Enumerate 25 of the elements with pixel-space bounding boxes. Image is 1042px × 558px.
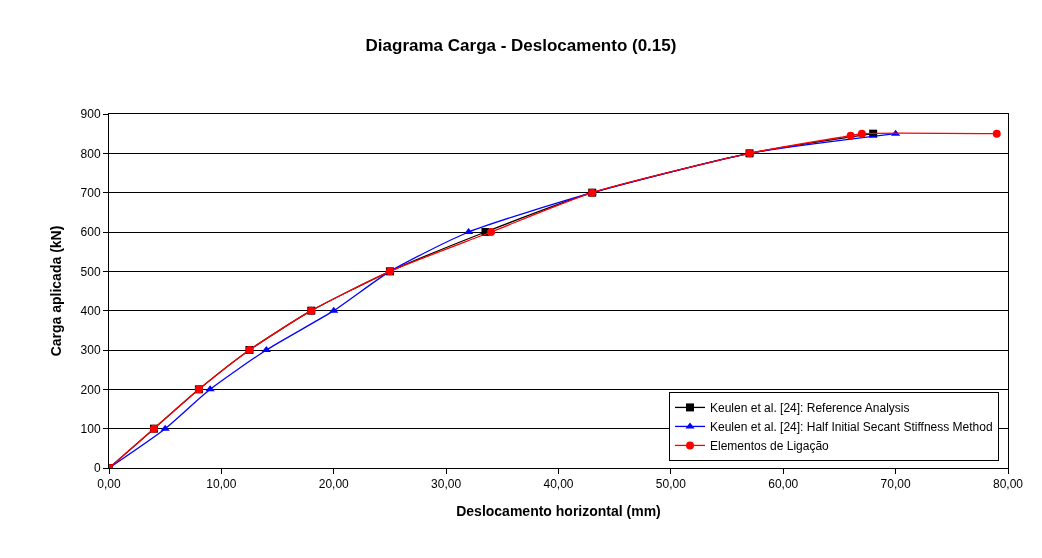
x-tick-label: 0,00 xyxy=(97,477,121,492)
y-tick-label: 900 xyxy=(80,107,101,122)
y-axis-title: Carga aplicada (kN) xyxy=(48,225,65,357)
y-tick-label: 400 xyxy=(80,303,101,318)
x-tick-label: 20,00 xyxy=(318,477,350,492)
legend-label: Keulen et al. [24]: Reference Analysis xyxy=(710,401,910,416)
x-tick-label: 60,00 xyxy=(768,477,799,492)
y-tick-label: 0 xyxy=(93,461,101,476)
y-tick-label: 300 xyxy=(80,343,101,358)
x-tick-label: 80,00 xyxy=(992,477,1024,492)
y-tick-label: 100 xyxy=(80,421,101,436)
y-tick-label: 800 xyxy=(80,146,101,161)
x-axis-title: Deslocamento horizontal (mm) xyxy=(456,502,661,519)
y-tick-label: 600 xyxy=(80,225,101,240)
x-tick-label: 10,00 xyxy=(206,477,237,492)
x-tick-label: 40,00 xyxy=(543,477,574,492)
x-tick-label: 30,00 xyxy=(431,477,462,492)
legend-label: Keulen et al. [24]: Half Initial Secant Stiffness Method xyxy=(710,420,993,435)
y-tick-label: 500 xyxy=(80,264,101,279)
y-tick-label: 700 xyxy=(80,185,101,200)
x-tick-label: 50,00 xyxy=(655,477,687,492)
x-tick-label: 70,00 xyxy=(880,477,911,492)
legend-label: Elementos de Ligação xyxy=(710,439,830,454)
chart-title: Diagrama Carga - Deslocamento (0.15) xyxy=(365,35,677,55)
y-tick-label: 200 xyxy=(80,382,101,397)
